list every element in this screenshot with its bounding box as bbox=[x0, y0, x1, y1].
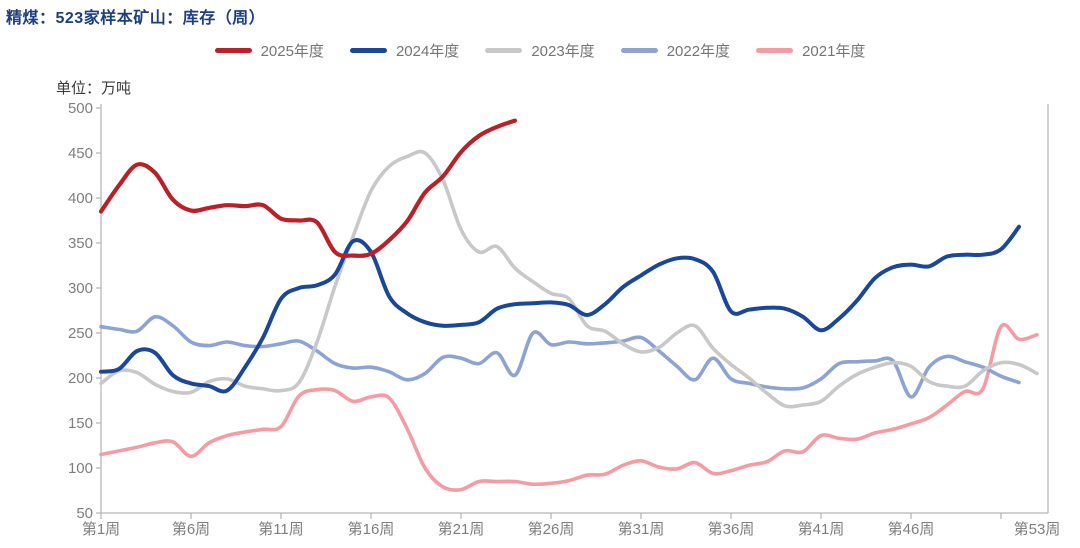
x-tick-label: 第16周 bbox=[348, 520, 395, 538]
y-tick-label: 50 bbox=[76, 505, 93, 522]
legend-line-swatch-2025 bbox=[214, 48, 252, 53]
y-tick-label: 400 bbox=[68, 190, 93, 207]
x-tick-label: 第1周 bbox=[82, 520, 120, 538]
series-line-2021 bbox=[99, 323, 1039, 492]
legend-label-2024: 2024年度 bbox=[395, 43, 460, 60]
x-tick-label: 第41周 bbox=[798, 520, 845, 538]
legend-line-swatch-2022 bbox=[620, 48, 658, 53]
legend-line-swatch-2021 bbox=[756, 48, 794, 53]
unit-label: 单位：万吨 bbox=[56, 80, 132, 97]
y-tick-label: 250 bbox=[68, 325, 93, 342]
legend-item-2024: 2024年度 bbox=[349, 40, 460, 61]
x-tick-label: 第11周 bbox=[258, 520, 304, 538]
legend-item-2022: 2022年度 bbox=[620, 40, 731, 61]
y-tick-label: 350 bbox=[68, 235, 93, 252]
y-tick-label: 150 bbox=[68, 415, 93, 432]
legend-item-2023: 2023年度 bbox=[485, 40, 595, 61]
legend-label-2025: 2025年度 bbox=[260, 43, 324, 60]
series-line-2025 bbox=[98, 118, 518, 258]
x-tick-label: 第26周 bbox=[528, 520, 575, 538]
y-tick-label: 200 bbox=[68, 370, 93, 387]
x-tick-label: 第36周 bbox=[708, 520, 755, 538]
y-tick-label: 100 bbox=[68, 460, 93, 477]
x-tick-label: 第53周 bbox=[1014, 520, 1061, 538]
series-line-2023 bbox=[99, 149, 1039, 409]
y-tick-label: 300 bbox=[68, 280, 93, 297]
legend-label-2021: 2021年度 bbox=[802, 43, 866, 60]
legend: 2025年度 2024年度 2023年度 2022年度 2021年度 bbox=[0, 40, 1080, 61]
y-tick-label: 500 bbox=[68, 100, 93, 117]
legend-item-2025: 2025年度 bbox=[214, 40, 324, 61]
y-tick-label: 450 bbox=[68, 145, 93, 162]
series-line-2024 bbox=[99, 224, 1021, 394]
legend-label-2022: 2022年度 bbox=[666, 43, 731, 60]
legend-line-swatch-2024 bbox=[349, 48, 387, 53]
x-tick-label: 第46周 bbox=[888, 520, 935, 538]
legend-label-2023: 2023年度 bbox=[531, 43, 595, 60]
legend-item-2021: 2021年度 bbox=[756, 40, 865, 61]
legend-line-swatch-2023 bbox=[485, 48, 523, 53]
x-tick-label: 第21周 bbox=[438, 520, 485, 538]
chart-title: 精煤：523家样本矿山：库存（周） bbox=[6, 10, 266, 27]
series-line-2022 bbox=[99, 314, 1021, 399]
x-tick-label: 第6周 bbox=[172, 520, 210, 538]
x-tick-label: 第31周 bbox=[618, 520, 665, 538]
